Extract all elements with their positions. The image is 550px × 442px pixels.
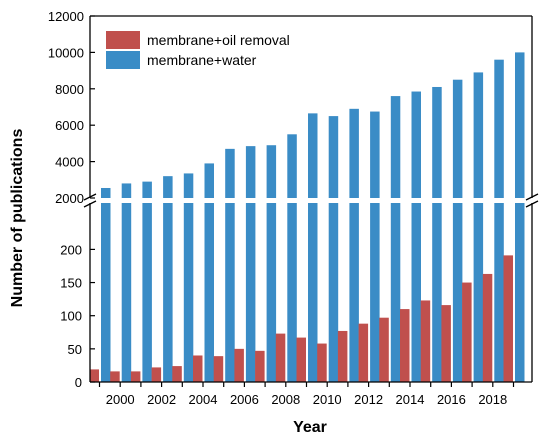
oil-bar-2005 (213, 356, 224, 382)
water-bar-2004 (204, 163, 214, 382)
x-tick-label-2004: 2004 (189, 392, 218, 407)
oil-bar-2004 (193, 355, 203, 382)
y-axis-title: Number of publications (9, 129, 26, 308)
water-bar-2017 (473, 72, 484, 383)
oil-bar-2007 (255, 350, 265, 382)
oil-bar-2010 (317, 343, 327, 382)
water-bar-2005 (225, 148, 235, 382)
water-bar-2016 (452, 79, 463, 382)
water-bar-2015 (432, 86, 442, 382)
oil-bar-2011 (337, 330, 348, 382)
x-tick-label-2006: 2006 (230, 392, 259, 407)
y-ticks-group: 2000 4000 6000 8000 10000 12000 0 50 100 150 200 (48, 9, 95, 390)
oil-bar-2002 (151, 367, 162, 382)
oil-bars-group (89, 255, 513, 382)
y-tick-label-12000: 12000 (48, 9, 84, 24)
x-tick-label-2008: 2008 (271, 392, 300, 407)
oil-bar-2001 (130, 371, 141, 382)
oil-bar-2014 (400, 309, 410, 382)
y-tick-label-150: 150 (60, 276, 82, 291)
water-bar-2019 (515, 52, 525, 383)
y-tick-label-0: 0 (75, 375, 82, 390)
x-tick-label-2000: 2000 (106, 392, 135, 407)
water-bar-2012 (370, 111, 380, 383)
oil-bar-1999 (89, 369, 99, 382)
oil-bar-2017 (462, 282, 472, 382)
oil-bar-2012 (358, 323, 369, 382)
x-tick-label-2014: 2014 (396, 392, 425, 407)
y-tick-label-100: 100 (60, 309, 82, 324)
y-tick-label-10000: 10000 (48, 45, 84, 60)
x-axis-title: Year (293, 419, 327, 436)
x-tick-label-2012: 2012 (354, 392, 383, 407)
oil-bar-2000 (110, 371, 120, 382)
y-tick-label-50: 50 (68, 342, 82, 357)
water-bar-2010 (328, 116, 339, 382)
x-tick-label-2018: 2018 (478, 392, 507, 407)
oil-bar-2009 (296, 337, 306, 382)
water-bar-2013 (390, 96, 401, 382)
legend-label-oil: membrane+oil removal (147, 32, 290, 48)
y-tick-label-6000: 6000 (55, 118, 84, 133)
water-bar-2006 (245, 146, 256, 382)
water-bar-1999 (101, 187, 111, 382)
legend-label-water: membrane+water (147, 52, 257, 68)
x-tick-label-2010: 2010 (313, 392, 342, 407)
water-bar-2001 (142, 181, 152, 382)
oil-bar-2003 (172, 366, 182, 382)
break-gap (82, 198, 540, 203)
water-bar-2003 (183, 173, 194, 382)
x-tick-label-2016: 2016 (437, 392, 466, 407)
water-bar-2007 (266, 145, 277, 382)
water-bar-2011 (349, 108, 359, 382)
x-tick-label-2002: 2002 (147, 392, 176, 407)
legend-swatch-oil (106, 31, 140, 49)
oil-bar-2008 (275, 333, 286, 382)
water-bar-2000 (121, 183, 132, 382)
oil-bar-2019 (503, 255, 513, 382)
x-ticks-group: 2000 2002 2004 2006 2008 2010 2012 2014 2016 2018 (98, 382, 515, 407)
oil-bar-2018 (482, 273, 493, 382)
y-tick-label-8000: 8000 (55, 82, 84, 97)
legend-swatch-water (106, 51, 140, 69)
water-bar-2008 (287, 134, 297, 382)
oil-bar-2015 (420, 300, 431, 382)
oil-bar-2006 (234, 348, 244, 382)
water-bar-2014 (411, 91, 421, 382)
axes-group (89, 15, 533, 383)
water-bar-2009 (308, 113, 318, 383)
water-bars-group (101, 52, 525, 383)
oil-bar-2013 (379, 317, 389, 382)
y-tick-label-4000: 4000 (55, 155, 84, 170)
legend: membrane+oil removal membrane+water (106, 31, 290, 69)
y-tick-label-2000: 2000 (55, 191, 84, 206)
water-bar-2018 (494, 59, 504, 383)
oil-bar-2016 (441, 305, 451, 382)
y-tick-label-200: 200 (60, 242, 82, 257)
water-bar-2002 (163, 176, 173, 382)
